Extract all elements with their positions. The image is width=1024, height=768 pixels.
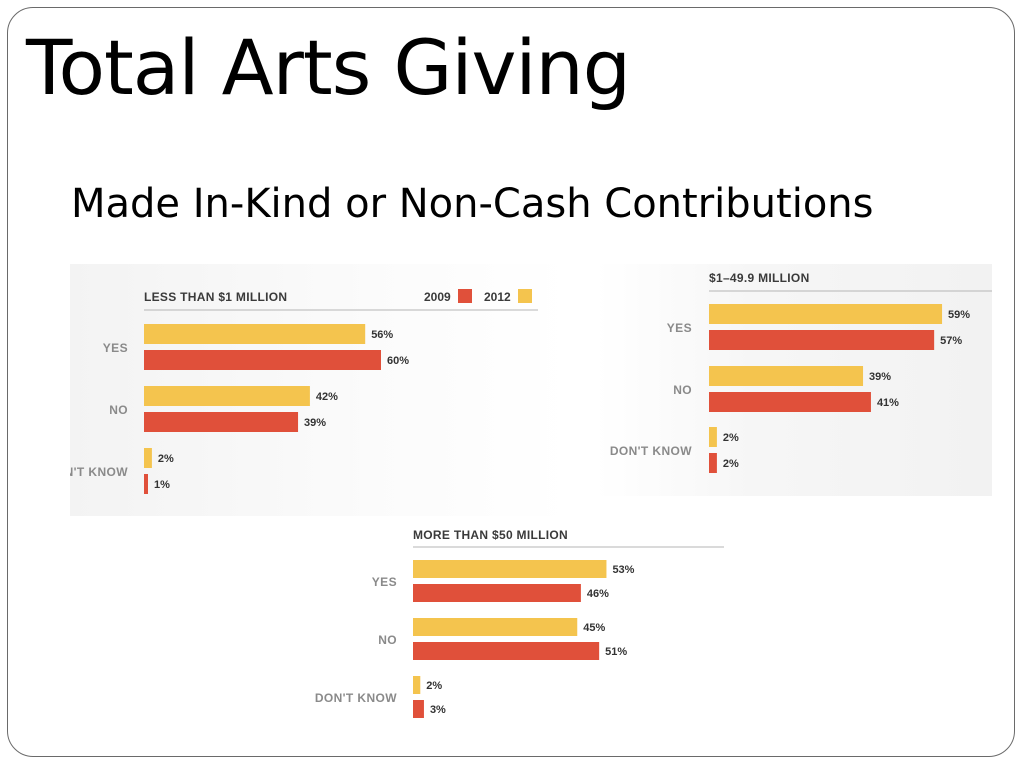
bar-yes-2012 (709, 304, 943, 324)
value-label-don-t-know-2009: 2% (723, 458, 739, 470)
chart-panel-more-than-50m: MORE THAN $50 MILLION YES 53% 46% NO 45% 51% DO… (300, 516, 730, 730)
bar-don-t-know-2009 (413, 700, 424, 718)
category-label-yes: YES (103, 341, 128, 355)
slide-subtitle: Made In-Kind or Non-Cash Contributions (71, 181, 874, 227)
category-label-no: NO (109, 403, 128, 417)
bar-don-t-know-2009 (709, 453, 717, 473)
category-label-no: NO (673, 383, 692, 397)
legend-swatch-2012 (518, 289, 532, 303)
value-label-no-2012: 39% (869, 371, 891, 383)
category-label-don-t-know: DON'T KNOW (315, 691, 397, 705)
bar-yes-2009 (413, 584, 581, 602)
bar-don-t-know-2012 (413, 676, 421, 694)
value-label-yes-2012: 59% (948, 309, 970, 321)
chart-more-than-50m: MORE THAN $50 MILLION YES 53%46% NO 45%51% DO… (315, 528, 724, 718)
value-label-don-t-know-2012: 2% (426, 680, 442, 692)
category-label-no: NO (378, 633, 397, 647)
value-label-yes-2009: 57% (940, 335, 962, 347)
value-label-don-t-know-2012: 2% (158, 453, 174, 465)
value-label-yes-2009: 60% (387, 355, 409, 367)
bar-yes-2009 (709, 330, 935, 350)
chart-title: $1–49.9 MILLION (709, 271, 810, 285)
bar-no-2012 (144, 386, 310, 406)
chart-panel-1-to-49-9m: $1–49.9 MILLION YES 59% 57% NO 39% 41% DON'T KN… (596, 264, 992, 496)
chart-less-than-1m: LESS THAN $1 MILLION 2009 2012 YES 56% 60% NO 4… (46, 289, 538, 494)
slide-title: Total Arts Giving (26, 23, 631, 112)
value-label-yes-2009: 46% (587, 588, 609, 600)
value-label-don-t-know-2009: 3% (430, 704, 446, 716)
legend-swatch-2009 (458, 289, 472, 303)
value-label-no-2009: 39% (304, 417, 326, 429)
bar-don-t-know-2012 (709, 427, 717, 447)
value-label-no-2009: 41% (877, 397, 899, 409)
bar-don-t-know-2009 (144, 474, 148, 494)
value-label-yes-2012: 53% (612, 564, 634, 576)
value-label-no-2009: 51% (605, 646, 627, 658)
chart-1-to-49-9m: $1–49.9 MILLION YES 59% 57% NO 39% 41% DON'T KN… (610, 271, 992, 473)
value-label-yes-2012: 56% (371, 329, 393, 341)
category-label-yes: YES (667, 321, 692, 335)
bar-no-2009 (144, 412, 299, 432)
value-label-no-2012: 42% (316, 391, 338, 403)
value-label-don-t-know-2012: 2% (723, 432, 739, 444)
bar-no-2009 (413, 642, 600, 660)
value-label-don-t-know-2009: 1% (154, 479, 170, 491)
chart-panel-less-than-1m: LESS THAN $1 MILLION 2009 2012 YES 56% 60% NO 4… (46, 264, 570, 516)
legend-label-2012: 2012 (484, 290, 511, 304)
legend-label-2009: 2009 (424, 290, 451, 304)
bar-yes-2012 (413, 560, 607, 578)
category-label-don-t-know: DON'T KNOW (610, 444, 692, 458)
bar-no-2012 (709, 366, 864, 386)
chart-title: LESS THAN $1 MILLION (144, 290, 287, 304)
category-label-don-t-know: DON'T KNOW (70, 465, 128, 479)
chart-title: MORE THAN $50 MILLION (413, 528, 568, 542)
bar-no-2009 (709, 392, 871, 412)
bar-yes-2009 (144, 350, 381, 370)
bar-no-2012 (413, 618, 578, 636)
bar-don-t-know-2012 (144, 448, 152, 468)
bar-yes-2012 (144, 324, 366, 344)
category-label-yes: YES (372, 575, 397, 589)
value-label-no-2012: 45% (583, 622, 605, 634)
